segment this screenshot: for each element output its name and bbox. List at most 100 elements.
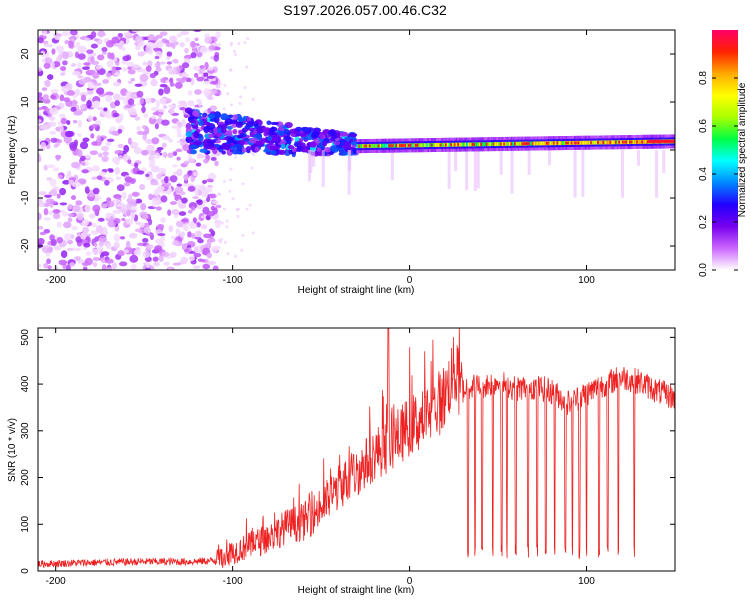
spectrogram-cell	[180, 30, 190, 36]
spectrogram-cell	[167, 209, 172, 216]
spectrogram-cell	[168, 138, 173, 143]
spectrogram-cell	[145, 45, 153, 54]
spectrogram-cell	[181, 76, 188, 81]
spectrogram-cell	[153, 189, 160, 197]
spectrogram-cell	[196, 199, 203, 206]
spectrogram-cell	[197, 238, 204, 244]
spectrogram-cell	[183, 173, 189, 181]
spectrogram-cell	[151, 137, 160, 145]
spectrogram-cell	[207, 107, 212, 113]
spectrogram-cell	[174, 81, 183, 89]
spectrogram-x-tick-label: 0	[407, 275, 413, 286]
spectrogram-cell	[460, 142, 464, 147]
spectrogram-cell	[372, 143, 376, 148]
spectrogram-cell	[489, 142, 493, 147]
spectrogram-cell	[510, 142, 514, 146]
spectrogram-cell	[111, 130, 119, 136]
spectrogram-cell	[212, 265, 219, 270]
spectrogram-cell	[535, 141, 539, 146]
spectrogram-cell	[421, 143, 425, 148]
spectrogram-cell	[125, 91, 134, 99]
spectrogram-cell	[471, 142, 475, 146]
spectrogram-cell	[44, 202, 50, 208]
spectrogram-cell	[116, 203, 123, 208]
spectrogram-cell	[129, 254, 139, 263]
spectrogram-cell	[142, 250, 151, 258]
spectrogram-cell	[105, 91, 114, 96]
spectrogram-cell	[236, 134, 244, 139]
spectrogram-cell	[485, 142, 489, 146]
spectrogram-cell	[121, 217, 126, 222]
spectrogram-cell	[282, 125, 287, 129]
spectrogram-cell	[42, 30, 48, 37]
spectrogram-cell	[457, 143, 461, 147]
spectrogram-y-tick-label: -10	[20, 190, 31, 205]
spectrogram-cell	[67, 203, 73, 210]
spectrogram-cell	[102, 79, 110, 84]
spectrogram-cell	[114, 100, 120, 107]
spectrogram-cell	[384, 143, 388, 148]
spectrogram-cell	[174, 186, 184, 194]
spectrogram-cell	[209, 143, 215, 148]
spectrogram-cell	[126, 209, 131, 217]
spectrogram-cell	[180, 256, 189, 265]
spectrogram-cell	[161, 119, 170, 126]
spectrogram-cell	[180, 218, 188, 223]
spectrogram-cell	[96, 175, 103, 180]
spectrogram-cell	[388, 144, 392, 148]
spectrogram-cell	[208, 228, 214, 233]
spectrogram-cell	[586, 140, 590, 145]
spectrogram-cell	[171, 43, 176, 49]
spectrogram-cell	[56, 139, 63, 144]
spectrogram-cell	[38, 107, 43, 111]
spectrogram-cell	[197, 134, 204, 142]
spectrogram-cell	[120, 96, 126, 101]
spectrogram-cell	[524, 142, 528, 146]
spectrogram-cell	[271, 136, 279, 142]
spectrogram-cell	[38, 191, 47, 196]
spectrogram-cell	[544, 141, 548, 146]
spectrogram-cell	[466, 142, 470, 147]
spectrogram-cell	[56, 193, 61, 199]
spectrogram-cell	[573, 150, 577, 198]
spectrogram-cell	[70, 106, 77, 112]
spectrogram-cell	[114, 72, 121, 76]
spectrogram-cell	[190, 233, 196, 239]
spectrogram-cell	[125, 240, 131, 249]
spectrogram-cell	[59, 94, 65, 102]
spectrogram-cell	[139, 73, 149, 82]
spectrogram-cell	[621, 150, 625, 198]
spectrogram-cell	[425, 143, 429, 148]
spectrogram-cell	[386, 143, 390, 148]
spectrogram-cell	[127, 80, 133, 85]
spectrogram-cell	[83, 266, 88, 270]
spectrogram-cell	[101, 46, 108, 53]
spectrogram-cell	[552, 141, 556, 145]
spectrogram-cell	[105, 212, 112, 219]
spectrogram-cell	[43, 107, 50, 112]
spectrogram-cell	[43, 217, 51, 221]
spectrogram-cell	[219, 92, 223, 96]
spectrogram-cell	[70, 63, 77, 67]
spectrogram-cell	[135, 45, 141, 51]
spectrogram-cell	[63, 97, 71, 103]
spectrogram-cell	[106, 267, 113, 270]
spectrogram-cell	[414, 143, 418, 147]
spectrogram-cell	[296, 146, 304, 150]
spectrogram-cell	[480, 142, 484, 146]
spectrogram-cell	[270, 121, 279, 126]
spectrogram-cell	[84, 204, 91, 213]
spectrogram-cell	[177, 121, 183, 128]
spectrogram-cell	[196, 98, 202, 103]
spectrogram-cell	[208, 115, 215, 119]
spectrogram-cell	[97, 217, 105, 222]
spectrogram-cell	[243, 41, 247, 45]
spectrogram-cell	[92, 116, 97, 122]
spectrogram-cell	[52, 167, 60, 172]
spectrogram-cell	[134, 147, 143, 155]
spectrogram-cell	[99, 171, 107, 176]
spectrogram-cell	[404, 143, 408, 147]
colorbar-tick-label: 0.4	[698, 167, 709, 181]
spectrogram-cell	[190, 206, 196, 211]
